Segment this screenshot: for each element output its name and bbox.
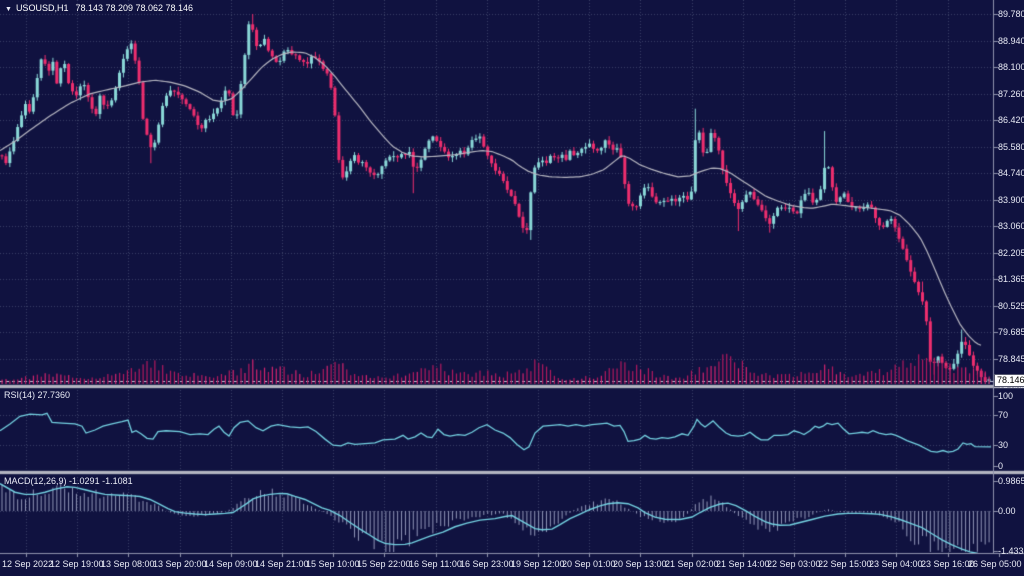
macd-axis-label: 0.9865	[998, 476, 1024, 487]
time-axis-label: 15 Sep 10:00	[306, 559, 360, 569]
price-axis-label: 83.060	[998, 221, 1024, 231]
time-axis-label: 22 Sep 15:00	[818, 559, 872, 569]
dropdown-arrow-icon[interactable]: ▼	[5, 6, 12, 13]
time-axis-label: 22 Sep 03:00	[767, 559, 821, 569]
ohlc-values: 78.143 78.209 78.062 78.146	[75, 3, 194, 13]
rsi-axis-label: 70	[998, 409, 1009, 420]
rsi-axis-label: 0	[998, 461, 1004, 471]
symbol-period-label: USOUSD,H1	[15, 3, 69, 13]
macd-axis-label: 0.00	[998, 506, 1016, 516]
macd-name: MACD(12,26,9)	[4, 476, 67, 486]
time-axis-label: 26 Sep 05:00	[968, 559, 1022, 569]
time-axis-label: 12 Sep 2022	[2, 559, 54, 569]
rsi-name: RSI(14)	[4, 390, 36, 400]
current-price-badge: 78.146	[994, 374, 1024, 387]
time-axis-label: 16 Sep 11:00	[409, 559, 462, 569]
time-axis-label: 13 Sep 20:00	[153, 559, 207, 569]
time-axis-label: 23 Sep 04:00	[869, 559, 923, 569]
time-axis-label: 23 Sep 16:00	[921, 559, 975, 569]
time-axis-label: 13 Sep 08:00	[101, 559, 155, 569]
time-axis-label: 21 Sep 02:00	[665, 559, 719, 569]
macd-indicator-label: MACD(12,26,9) -1.0291 -1.1081	[4, 476, 133, 487]
rsi-axis-label: 30	[998, 440, 1009, 451]
time-axis-label: 19 Sep 12:00	[511, 559, 565, 569]
time-axis-label: 12 Sep 19:00	[50, 559, 104, 569]
chart-title: ▼ USOUSD,H1 78.143 78.209 78.062 78.146	[5, 3, 193, 15]
price-axis-label: 88.100	[998, 62, 1024, 72]
price-axis-label: 84.740	[998, 168, 1024, 178]
price-axis-label: 86.420	[998, 115, 1024, 125]
price-axis-label: 82.205	[998, 247, 1024, 258]
main-panel-axis-labels: 78.146 78.005 89.78088.94088.10087.26086…	[994, 9, 1024, 388]
time-axis-label: 16 Sep 23:00	[460, 559, 514, 569]
time-axis-label: 20 Sep 13:00	[613, 559, 667, 569]
price-axis-label: 85.580	[998, 141, 1024, 152]
rsi-indicator-label: RSI(14) 27.7360	[4, 390, 70, 401]
price-axis-label: 79.685	[998, 327, 1024, 337]
time-axis-label: 15 Sep 22:00	[357, 559, 411, 569]
price-axis-label: 87.260	[998, 88, 1024, 99]
price-axis-label: 89.780	[998, 9, 1024, 19]
price-axis-label: 83.900	[998, 194, 1024, 205]
rsi-current-value: 27.7360	[37, 390, 71, 400]
time-axis-label: 20 Sep 01:00	[562, 559, 616, 569]
time-axis-label: 21 Sep 14:00	[716, 559, 770, 569]
rsi-axis-label: 100	[998, 391, 1014, 401]
time-axis-label: 14 Sep 21:00	[255, 559, 309, 569]
price-axis-label: 78.845	[998, 353, 1024, 364]
price-axis-label: 81.365	[998, 274, 1024, 284]
macd-current-values: -1.0291 -1.1081	[69, 476, 133, 486]
time-axis-label: 14 Sep 09:00	[204, 559, 258, 569]
price-axis-label: 80.525	[998, 300, 1024, 311]
price-axis-label: 88.940	[998, 35, 1024, 46]
